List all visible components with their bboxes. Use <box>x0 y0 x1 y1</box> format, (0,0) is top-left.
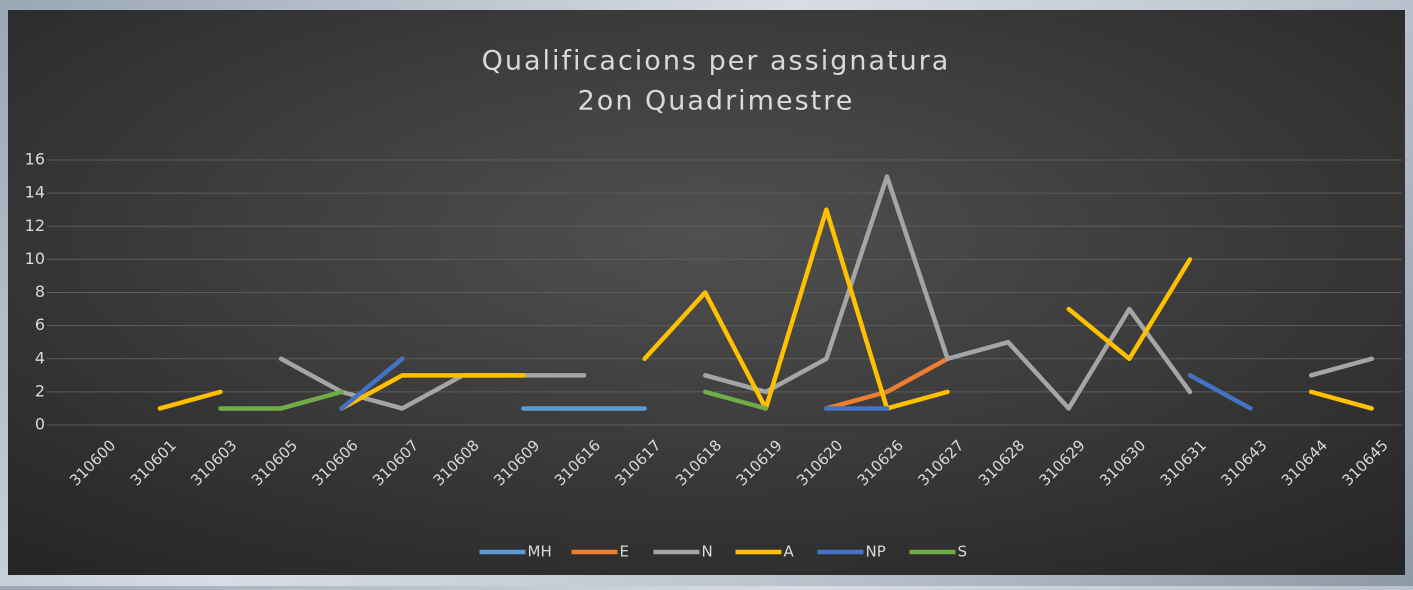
legend-label: N <box>702 543 713 561</box>
legend-label: MH <box>528 543 552 561</box>
chart-subtitle: 2on Quadrimestre <box>578 86 855 117</box>
legend-label: S <box>958 543 968 561</box>
legend-label: E <box>620 543 629 561</box>
y-tick-label: 8 <box>35 282 45 301</box>
y-tick-label: 10 <box>25 249 45 268</box>
legend-label: NP <box>866 543 886 561</box>
y-tick-label: 14 <box>25 183 45 202</box>
page: Qualificacions per assignatura 2on Quadr… <box>0 0 1413 586</box>
y-tick-label: 4 <box>35 348 45 367</box>
y-tick-label: 12 <box>25 216 45 235</box>
chart-title: Qualificacions per assignatura <box>482 46 951 77</box>
y-tick-label: 6 <box>35 315 45 334</box>
legend-label: A <box>784 543 795 561</box>
chart: Qualificacions per assignatura 2on Quadr… <box>0 0 1413 586</box>
y-tick-label: 0 <box>35 415 45 434</box>
y-tick-label: 16 <box>25 150 45 169</box>
y-tick-label: 2 <box>35 381 45 400</box>
